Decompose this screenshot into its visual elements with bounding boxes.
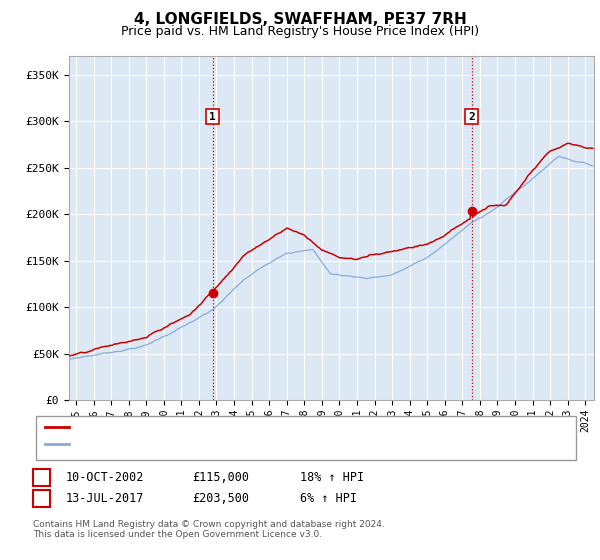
Text: 6% ↑ HPI: 6% ↑ HPI [300,492,357,505]
Text: 13-JUL-2017: 13-JUL-2017 [66,492,145,505]
Text: 2: 2 [468,111,475,122]
Text: 18% ↑ HPI: 18% ↑ HPI [300,470,364,484]
Text: £203,500: £203,500 [192,492,249,505]
Text: HPI: Average price, semi-detached house, Breckland: HPI: Average price, semi-detached house,… [75,439,413,449]
Text: Contains HM Land Registry data © Crown copyright and database right 2024.
This d: Contains HM Land Registry data © Crown c… [33,520,385,539]
Text: 1: 1 [38,470,45,484]
Text: Price paid vs. HM Land Registry's House Price Index (HPI): Price paid vs. HM Land Registry's House … [121,25,479,38]
Text: 10-OCT-2002: 10-OCT-2002 [66,470,145,484]
Text: 2: 2 [38,492,45,505]
Text: 4, LONGFIELDS, SWAFFHAM, PE37 7RH (semi-detached house): 4, LONGFIELDS, SWAFFHAM, PE37 7RH (semi-… [75,422,446,432]
Text: 1: 1 [209,111,216,122]
Text: 4, LONGFIELDS, SWAFFHAM, PE37 7RH: 4, LONGFIELDS, SWAFFHAM, PE37 7RH [134,12,466,27]
Text: £115,000: £115,000 [192,470,249,484]
